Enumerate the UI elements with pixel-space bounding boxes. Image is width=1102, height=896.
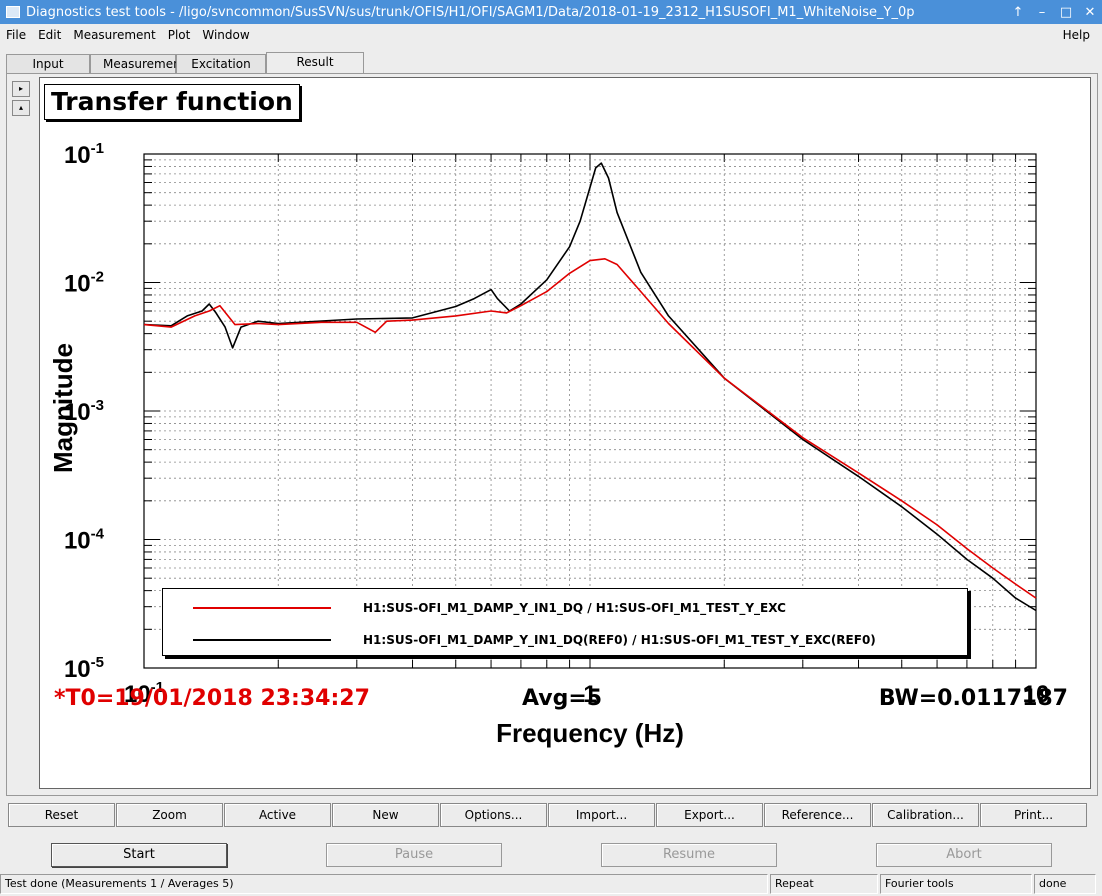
menu-measurement[interactable]: Measurement (73, 28, 156, 42)
result-panel: ▸ ▴ 10-1 1 10 10-1 10-2 10-3 10-4 10-5 Frequency… (6, 73, 1098, 796)
legend-swatch-black (193, 639, 331, 641)
reference-button[interactable]: Reference... (764, 803, 871, 827)
tab-measurement[interactable]: Measurement (90, 54, 185, 74)
calibration-button[interactable]: Calibration... (872, 803, 979, 827)
legend-swatch-red (193, 607, 331, 609)
expand-arrow-button[interactable]: ▸ (12, 81, 30, 97)
menu-file[interactable]: File (6, 28, 27, 42)
x-axis-label: Frequency (Hz) (496, 718, 684, 748)
plot-toolbar: Reset Zoom Active New Options... Import.… (8, 803, 1090, 827)
window-title: Diagnostics test tools - /ligo/svncommon… (26, 4, 915, 20)
minimize-button[interactable]: – (1038, 4, 1046, 20)
menu-help[interactable]: Help (1062, 28, 1090, 42)
menu-bar: File Edit Measurement Plot Window Help (0, 24, 1102, 46)
start-button[interactable]: Start (51, 843, 227, 867)
legend-label-black: H1:SUS-OFI_M1_DAMP_Y_IN1_DQ(REF0) / H1:S… (363, 633, 876, 647)
export-button[interactable]: Export... (656, 803, 763, 827)
resume-button[interactable]: Resume (601, 843, 777, 867)
status-state: done (1034, 874, 1096, 894)
plot-pad[interactable]: 10-1 1 10 10-1 10-2 10-3 10-4 10-5 Frequency (Hz… (39, 77, 1091, 789)
menu-window[interactable]: Window (202, 28, 250, 42)
action-buttons: Start Pause Resume Abort (0, 843, 1102, 869)
reset-button[interactable]: Reset (8, 803, 115, 827)
pause-button[interactable]: Pause (326, 843, 502, 867)
plot-legend[interactable]: H1:SUS-OFI_M1_DAMP_Y_IN1_DQ / H1:SUS-OFI… (162, 588, 968, 656)
close-button[interactable]: ✕ (1084, 4, 1096, 20)
x-tick-label: 10 (1023, 681, 1050, 708)
x-tick-label: 10-1 (124, 679, 164, 708)
print-button[interactable]: Print... (980, 803, 1087, 827)
zoom-button[interactable]: Zoom (116, 803, 223, 827)
active-button[interactable]: Active (224, 803, 331, 827)
title-bar[interactable]: Diagnostics test tools - /ligo/svncommon… (0, 0, 1102, 24)
averages-count: Avg=5 (522, 686, 603, 711)
y-axis-label: Magnitude (48, 343, 78, 473)
t0-timestamp: *T0=19/01/2018 23:34:27 (54, 686, 370, 711)
collapse-arrow-button[interactable]: ▴ (12, 100, 30, 116)
y-tick-label: 10-2 (64, 269, 104, 298)
tab-result[interactable]: Result (266, 52, 364, 74)
y-tick-label: 10-1 (64, 140, 104, 169)
tab-excitation[interactable]: Excitation (176, 54, 266, 74)
series-line-black (143, 162, 1037, 612)
status-fourier-tools: Fourier tools (880, 874, 1032, 894)
menu-plot[interactable]: Plot (167, 28, 191, 42)
new-button[interactable]: New (332, 803, 439, 827)
menu-edit[interactable]: Edit (38, 28, 62, 42)
status-message: Test done (Measurements 1 / Averages 5) (0, 874, 768, 894)
y-tick-label: 10-5 (64, 654, 104, 683)
import-button[interactable]: Import... (548, 803, 655, 827)
plot-frame (143, 153, 1037, 669)
series-line-red (143, 258, 1037, 599)
transfer-function-plot: 10-1 1 10 10-1 10-2 10-3 10-4 10-5 Frequency (Hz… (48, 140, 1050, 748)
abort-button[interactable]: Abort (876, 843, 1052, 867)
status-repeat: Repeat (770, 874, 878, 894)
legend-label-red: H1:SUS-OFI_M1_DAMP_Y_IN1_DQ / H1:SUS-OFI… (363, 601, 786, 615)
app-icon (6, 6, 20, 18)
x-tick-label: 1 (583, 681, 596, 708)
shade-button[interactable]: ↑ (1012, 4, 1024, 20)
options-button[interactable]: Options... (440, 803, 547, 827)
bandwidth-value: BW=0.0117187 (878, 686, 1068, 711)
y-tick-label: 10-4 (64, 526, 105, 555)
maximize-button[interactable]: □ (1059, 4, 1073, 20)
tab-bar: Input Measurement Excitation Result (6, 52, 364, 74)
legend-entry-red: H1:SUS-OFI_M1_DAMP_Y_IN1_DQ / H1:SUS-OFI… (163, 593, 969, 623)
y-tick-label: 10-3 (64, 397, 104, 426)
legend-entry-black: H1:SUS-OFI_M1_DAMP_Y_IN1_DQ(REF0) / H1:S… (163, 625, 969, 655)
plot-title: Transfer function (44, 84, 300, 120)
tab-input[interactable]: Input (6, 54, 90, 74)
plot-status-line: *T0=19/01/2018 23:34:27 Avg=5 BW=0.01171… (32, 686, 1084, 716)
status-bar: Test done (Measurements 1 / Averages 5) … (0, 874, 1102, 896)
